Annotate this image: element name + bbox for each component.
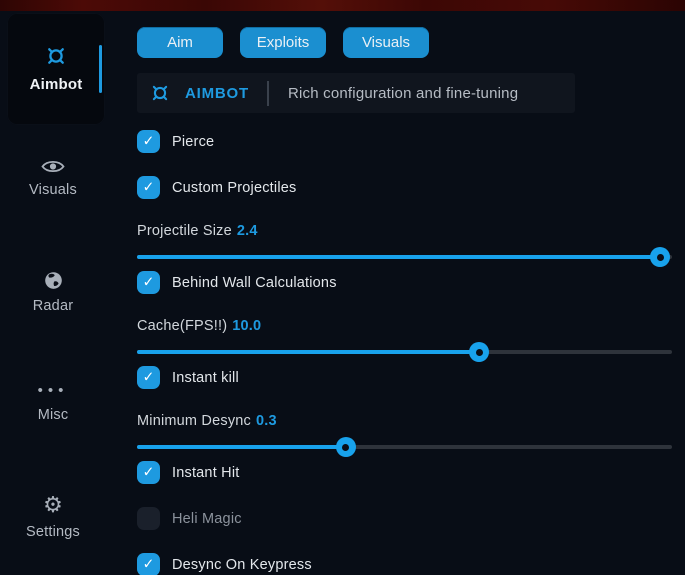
checkbox-heli-magic[interactable] bbox=[137, 507, 160, 530]
checkbox-label: Heli Magic bbox=[172, 510, 242, 527]
checkbox-row-desync-on-keypress: ✓ Desync On Keypress bbox=[137, 553, 672, 575]
sidebar-item-radar[interactable]: Radar bbox=[0, 270, 106, 314]
slider-label: Cache(FPS!!) bbox=[137, 318, 228, 334]
game-background-strip bbox=[0, 0, 685, 11]
checkbox-label: Desync On Keypress bbox=[172, 556, 312, 573]
checkbox-row-instant-kill: ✓ Instant kill bbox=[137, 366, 672, 389]
crosshair-icon bbox=[150, 83, 170, 103]
slider-label: Projectile Size bbox=[137, 223, 232, 239]
crosshair-icon bbox=[45, 45, 67, 67]
checkbox-label: Custom Projectiles bbox=[172, 179, 297, 196]
check-icon: ✓ bbox=[142, 132, 155, 149]
checkbox-row-pierce: ✓ Pierce bbox=[137, 130, 672, 153]
checkbox-pierce[interactable]: ✓ bbox=[137, 130, 160, 153]
checkbox-row-custom-projectiles: ✓ Custom Projectiles bbox=[137, 176, 672, 199]
sidebar-item-label: Radar bbox=[32, 298, 74, 314]
sidebar-item-label: Visuals bbox=[29, 182, 77, 198]
ellipsis-icon: ••• bbox=[37, 382, 69, 399]
sidebar: Aimbot Visuals Radar ••• Misc ⚙ Settings bbox=[0, 11, 130, 575]
check-icon: ✓ bbox=[142, 555, 155, 572]
slider-minimum-desync[interactable] bbox=[137, 437, 672, 457]
slider-handle[interactable] bbox=[335, 437, 356, 457]
slider-label: Minimum Desync bbox=[137, 413, 251, 429]
slider-fill bbox=[137, 350, 480, 354]
slider-value: 10.0 bbox=[232, 318, 262, 334]
checkbox-label: Instant kill bbox=[172, 369, 239, 386]
checkbox-label: Pierce bbox=[172, 133, 215, 150]
sidebar-item-label: Settings bbox=[26, 524, 80, 540]
tab-visuals[interactable]: Visuals bbox=[343, 27, 429, 58]
eye-icon bbox=[41, 158, 65, 175]
section-subtitle: Rich configuration and fine-tuning bbox=[287, 84, 519, 102]
slider-label-row-minimum-desync: Minimum Desync 0.3 bbox=[137, 413, 672, 431]
controls-list: ✓ Pierce ✓ Custom Projectiles Projectile Siz… bbox=[137, 130, 672, 575]
globe-icon bbox=[43, 270, 64, 291]
slider-value: 0.3 bbox=[256, 413, 277, 429]
checkbox-row-behind-wall-calculations: ✓ Behind Wall Calculations bbox=[137, 271, 672, 294]
check-icon: ✓ bbox=[142, 273, 155, 290]
tab-exploits[interactable]: Exploits bbox=[240, 27, 326, 58]
section-title: AIMBOT bbox=[185, 84, 249, 102]
sidebar-item-visuals[interactable]: Visuals bbox=[0, 158, 106, 198]
slider-label-row-cache-fps: Cache(FPS!!) 10.0 bbox=[137, 318, 672, 336]
checkbox-label: Instant Hit bbox=[172, 464, 240, 481]
check-icon: ✓ bbox=[142, 463, 155, 480]
check-icon: ✓ bbox=[142, 178, 155, 195]
section-header: AIMBOT Rich configuration and fine-tunin… bbox=[137, 73, 575, 113]
slider-fill bbox=[137, 445, 346, 449]
slider-fill bbox=[137, 255, 661, 259]
header-divider bbox=[266, 80, 269, 106]
check-icon: ✓ bbox=[142, 368, 155, 385]
active-tab-indicator bbox=[99, 45, 102, 93]
slider-handle[interactable] bbox=[650, 247, 671, 267]
checkbox-row-heli-magic: Heli Magic bbox=[137, 507, 672, 530]
slider-label-row-projectile-size: Projectile Size 2.4 bbox=[137, 223, 672, 241]
slider-track bbox=[137, 445, 672, 449]
sidebar-item-aimbot[interactable]: Aimbot bbox=[7, 13, 105, 125]
slider-handle[interactable] bbox=[469, 342, 490, 362]
sidebar-item-label: Aimbot bbox=[29, 76, 83, 93]
checkbox-instant-hit[interactable]: ✓ bbox=[137, 461, 160, 484]
sidebar-item-settings[interactable]: ⚙ Settings bbox=[0, 492, 106, 541]
checkbox-row-instant-hit: ✓ Instant Hit bbox=[137, 461, 672, 484]
checkbox-instant-kill[interactable]: ✓ bbox=[137, 366, 160, 389]
tab-bar: Aim Exploits Visuals bbox=[137, 27, 672, 58]
checkbox-behind-wall-calculations[interactable]: ✓ bbox=[137, 271, 160, 294]
sidebar-item-misc[interactable]: ••• Misc bbox=[0, 382, 106, 423]
slider-value: 2.4 bbox=[236, 223, 258, 239]
tab-aim[interactable]: Aim bbox=[137, 27, 223, 58]
slider-cache-fps[interactable] bbox=[137, 342, 672, 362]
checkbox-custom-projectiles[interactable]: ✓ bbox=[137, 176, 160, 199]
slider-projectile-size[interactable] bbox=[137, 247, 672, 267]
sidebar-item-label: Misc bbox=[37, 407, 69, 423]
gear-icon: ⚙ bbox=[43, 492, 63, 517]
main-content: Aim Exploits Visuals AIMBOT Rich configura… bbox=[137, 11, 672, 575]
checkbox-desync-on-keypress[interactable]: ✓ bbox=[137, 553, 160, 575]
checkbox-label: Behind Wall Calculations bbox=[172, 274, 337, 291]
